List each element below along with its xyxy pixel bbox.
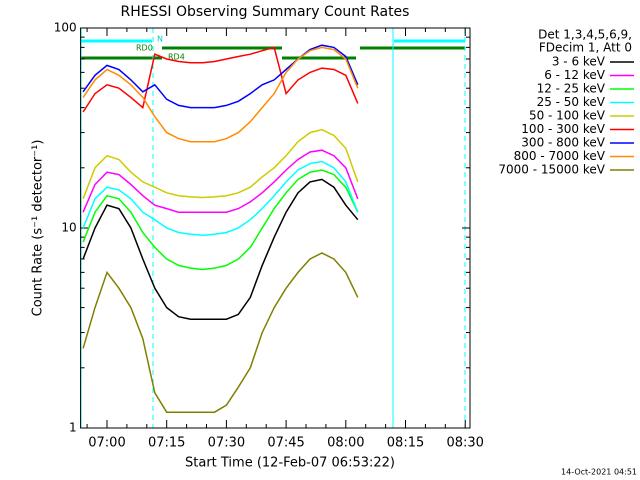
series-line <box>82 169 359 271</box>
annotation: RD0 <box>136 44 153 53</box>
x-tick-label: 08:30 <box>446 436 483 451</box>
x-tick-label: 08:00 <box>327 436 364 451</box>
series-line <box>82 46 359 113</box>
annotation: N <box>157 35 163 44</box>
series-line <box>82 160 359 236</box>
series-line <box>82 252 359 413</box>
footer: 14-Oct-2021 04:51 <box>561 468 637 477</box>
y-tick-label: 1 <box>69 421 77 435</box>
legend-label: 800 - 7000 keV <box>514 149 606 163</box>
legend-label: 3 - 6 keV <box>552 55 606 69</box>
legend-label: 25 - 50 keV <box>537 95 606 109</box>
y-tick-label: 10 <box>61 221 76 235</box>
chart-title: RHESSI Observing Summary Count Rates <box>121 4 410 20</box>
x-tick-label: 07:00 <box>88 436 125 451</box>
series-line <box>82 46 359 143</box>
x-axis-label: Start Time (12-Feb-07 06:53:22) <box>185 456 395 471</box>
y-axis-label: Count Rate (s⁻¹ detector⁻¹) <box>31 140 46 317</box>
legend-label: 300 - 800 keV <box>521 136 605 150</box>
legend-label: 6 - 12 keV <box>544 68 606 82</box>
x-tick-label: 08:15 <box>387 436 424 451</box>
series-line <box>82 44 359 109</box>
annotation: RD4 <box>168 53 185 62</box>
x-tick-label: 07:15 <box>148 436 185 451</box>
series-line <box>82 128 359 200</box>
x-tick-label: 07:45 <box>267 436 304 451</box>
x-tick-label: 07:30 <box>208 436 245 451</box>
series-line <box>82 178 359 320</box>
y-tick-label: 100 <box>54 21 77 35</box>
legend-label: 7000 - 15000 keV <box>498 163 605 177</box>
legend-label: 100 - 300 keV <box>521 122 605 136</box>
legend-label: 12 - 25 keV <box>537 82 606 96</box>
legend-header: Det 1,3,4,5,6,9, <box>538 28 632 42</box>
legend-label: 50 - 100 keV <box>529 109 606 123</box>
series-line <box>82 149 359 213</box>
legend-header: FDecim 1, Att 0 <box>539 41 632 55</box>
